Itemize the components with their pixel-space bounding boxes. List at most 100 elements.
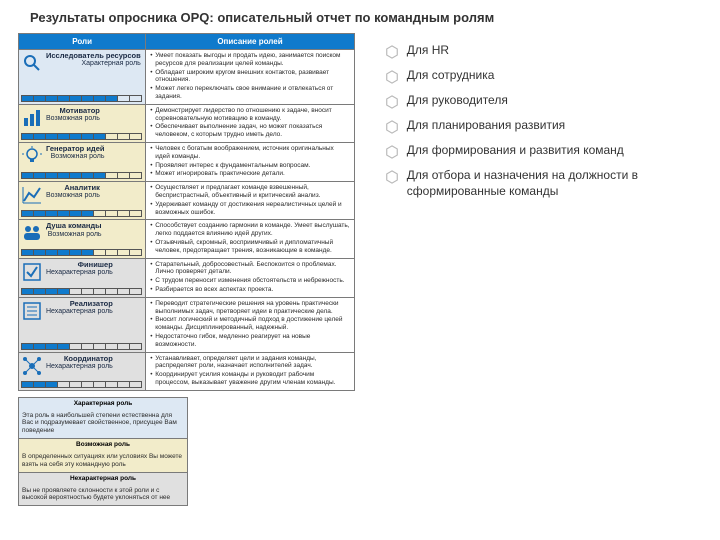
table-row: КоординаторНехарактерная рольУстанавлива… [19,352,354,390]
score-cell [106,134,118,139]
desc-item: Осуществляет и предлагает команде взвеше… [150,184,350,200]
score-cell [34,250,46,255]
role-name: Исследователь ресурсов [46,52,141,60]
desc-item: Обеспечивает выполнение задач, но может … [150,123,350,139]
score-cell [82,250,94,255]
score-cell [130,211,141,216]
role-name: Генератор идей [46,145,104,153]
legend-text: Эта роль в наибольшей степени естественн… [19,409,187,438]
team-icon [21,222,43,244]
role-cell: МотиваторВозможная роль [19,105,146,142]
score-cell [34,382,46,387]
role-name: Душа команды [46,222,102,230]
score-cell [34,173,46,178]
score-cell [82,134,94,139]
role-name: Мотиватор [46,107,100,115]
score-cell [70,344,82,349]
hex-icon [385,70,399,84]
desc-item: Недостаточно гибок, медленно реагирует н… [150,333,350,349]
score-cell [106,96,118,101]
score-cell [34,96,46,101]
score-cell [82,173,94,178]
audience-item: Для сотрудника [385,68,720,84]
score-cell [70,134,82,139]
desc-item: Может легко переключать свое внимание и … [150,85,350,101]
score-cell [34,211,46,216]
score-cell [94,289,106,294]
score-bar [21,210,142,217]
roles-table: Роли Описание ролей Исследователь ресурс… [18,33,355,391]
score-cell [94,344,106,349]
audience-item: Для планирования развития [385,118,720,134]
desc-cell: Осуществляет и предлагает команде взвеше… [146,182,354,219]
table-row: ФинишерНехарактерная роль Старательный, д… [19,258,354,297]
desc-cell: Переводит стратегические решения на уров… [146,298,354,352]
score-bar [21,288,142,295]
audience-item: Для отбора и назначения на должности в с… [385,168,720,199]
score-cell [70,173,82,178]
score-cell [22,173,34,178]
score-cell [118,344,130,349]
desc-cell: Старательный, добросовестный. Беспокоитс… [146,259,354,297]
score-cell [58,250,70,255]
score-cell [58,134,70,139]
legend-title: Нехарактерная роль [19,473,187,484]
score-cell [118,382,130,387]
desc-item: Удерживает команду от достижения нереали… [150,201,350,217]
table-row: Душа командыВозможная рольСпособствует с… [19,219,354,257]
score-cell [58,289,70,294]
role-type-label: Возможная роль [46,153,104,160]
score-cell [70,250,82,255]
score-cell [82,96,94,101]
legend-title: Характерная роль [19,398,187,409]
score-cell [34,289,46,294]
score-cell [22,250,34,255]
check-icon [21,261,43,283]
desc-item: Умеет показать выгоды и продать идею, за… [150,52,350,68]
score-cell [130,250,141,255]
role-cell: Генератор идейВозможная роль [19,143,146,181]
page-title: Результаты опросника OPQ: описательный о… [0,0,720,33]
score-cell [22,289,34,294]
role-name: Реализатор [46,300,113,308]
desc-item: Может игнорировать практические детали. [150,170,350,178]
role-cell: КоординаторНехарактерная роль [19,353,146,390]
hex-icon [385,95,399,109]
score-cell [70,289,82,294]
score-cell [58,344,70,349]
score-cell [118,96,130,101]
score-cell [106,250,118,255]
score-cell [130,134,141,139]
left-column: Роли Описание ролей Исследователь ресурс… [18,33,355,506]
role-type-label: Нехарактерная роль [46,308,113,315]
score-cell [46,173,58,178]
role-name: Финишер [46,261,113,269]
legend-row: Возможная рольВ определенных ситуациях и… [19,439,187,473]
role-name: Координатор [46,355,113,363]
chart-icon [21,184,43,206]
score-cell [46,211,58,216]
role-cell: Исследователь ресурсовХарактерная роль [19,50,146,104]
score-cell [118,134,130,139]
score-cell [22,134,34,139]
score-cell [22,96,34,101]
score-cell [46,134,58,139]
score-bar [21,343,142,350]
hex-icon [385,120,399,134]
audience-text: Для руководителя [407,93,508,109]
score-cell [58,173,70,178]
score-cell [106,344,118,349]
table-row: Исследователь ресурсовХарактерная рольУм… [19,49,354,104]
score-cell [46,250,58,255]
role-type-label: Нехарактерная роль [46,269,113,276]
desc-item: Старательный, добросовестный. Беспокоитс… [150,261,350,277]
list-icon [21,300,43,322]
score-cell [82,289,94,294]
score-cell [22,211,34,216]
score-cell [130,382,141,387]
score-cell [106,382,118,387]
score-bar [21,249,142,256]
legend-row: Характерная рольЭта роль в наибольшей ст… [19,398,187,439]
score-cell [82,382,94,387]
audience-text: Для планирования развития [407,118,565,134]
